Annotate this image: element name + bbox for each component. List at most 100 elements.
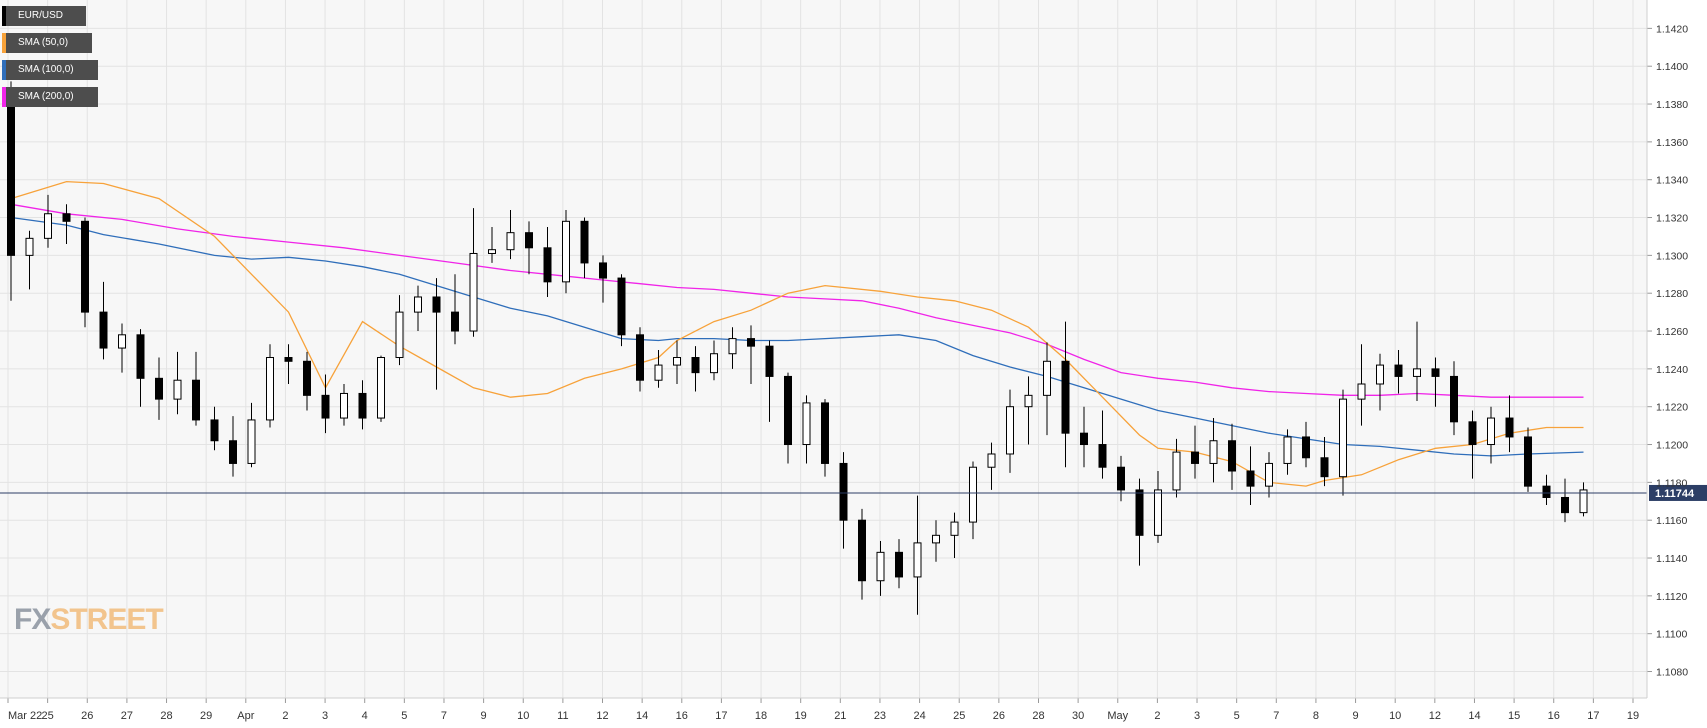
fxstreet-logo: FXSTREET (14, 603, 164, 637)
candle (1209, 418, 1218, 483)
x-tick-label: 26 (81, 710, 93, 722)
candle-body (599, 262, 607, 279)
candle (821, 399, 829, 477)
candle (876, 540, 885, 596)
candle (543, 226, 552, 297)
candle (802, 395, 811, 464)
candle-body (1191, 451, 1199, 464)
candle (1579, 482, 1588, 517)
candle (118, 323, 126, 373)
candle (1191, 425, 1199, 479)
candle-body (1487, 417, 1495, 446)
candle (1413, 321, 1421, 402)
candle-body (7, 103, 15, 256)
y-tick-label: 1.1360 (1656, 137, 1688, 149)
x-tick-label: 16 (676, 710, 688, 722)
candle (358, 380, 367, 430)
candle-body (210, 419, 219, 442)
candle-body (1357, 383, 1366, 400)
candle (1098, 410, 1107, 479)
candle (1376, 353, 1384, 411)
x-tick-label: 25 (42, 710, 54, 722)
candle-body (765, 345, 774, 377)
candle-body (488, 249, 496, 254)
current-price-tag (1649, 484, 1707, 501)
candle (284, 344, 293, 384)
x-tick-label: 29 (200, 710, 212, 722)
candle-body (229, 440, 237, 464)
x-tick-label: 3 (1194, 710, 1200, 722)
candle (1061, 321, 1070, 468)
candle-body (469, 252, 478, 332)
candle (266, 344, 274, 428)
current-price-label: 1.11744 (1655, 488, 1695, 500)
sma50-line (10, 180, 1584, 487)
y-tick-label: 1.1120 (1656, 591, 1687, 603)
candle-body (1524, 436, 1532, 487)
candle-body (99, 311, 108, 349)
candle-body (1450, 375, 1458, 423)
y-tick-label: 1.1380 (1656, 99, 1688, 111)
candle (1542, 474, 1551, 506)
xaxis-background (0, 698, 1647, 728)
candle-body (81, 220, 89, 313)
sma100-line (10, 216, 1584, 457)
candle (1228, 423, 1236, 490)
x-tick-label: 23 (874, 710, 886, 722)
y-tick-label: 1.1140 (1656, 553, 1687, 565)
x-tick-label: 14 (1468, 710, 1480, 722)
candle (580, 217, 589, 279)
candle-body (950, 521, 959, 536)
candle-body (303, 360, 311, 396)
y-tick-label: 1.1280 (1656, 288, 1688, 300)
candle (210, 406, 219, 451)
candle (1246, 446, 1255, 506)
candle-body (1376, 364, 1384, 385)
y-tick-label: 1.1300 (1656, 250, 1688, 262)
candle (617, 274, 626, 347)
candle-body (377, 357, 385, 419)
candle-body (1320, 457, 1329, 478)
current-price-layer: 1.11744 (0, 484, 1707, 501)
candle (321, 374, 330, 434)
x-tick-label: 12 (596, 710, 608, 722)
candle-body (728, 338, 737, 355)
x-tick-label: May (1107, 710, 1128, 722)
x-tick-label: 17 (715, 710, 727, 722)
y-tick-label: 1.1220 (1656, 402, 1688, 414)
x-tick-label: 9 (1352, 710, 1358, 722)
x-tick-label: 16 (1548, 710, 1560, 722)
candle-body (62, 213, 71, 222)
x-axis: Mar 22 25 26 27 28 29 Apr 2 3 4 5 7 9 10 11 12 14 16 17 18 1… (7, 698, 1639, 722)
candle-body (691, 357, 700, 374)
sma-layer (10, 180, 1584, 487)
plot-background (0, 0, 1647, 698)
x-tick-label: 30 (1072, 710, 1084, 722)
x-tick-label: 19 (795, 710, 807, 722)
candle-body (1561, 496, 1569, 514)
x-tick-label: 19 (1627, 710, 1639, 722)
candle-body (1265, 462, 1273, 487)
x-tick-label: 18 (755, 710, 767, 722)
candle (1468, 410, 1477, 479)
legend-sma100: SMA (100,0) (2, 60, 98, 80)
candle-body (1468, 421, 1477, 446)
y-tick-label: 1.1240 (1656, 364, 1688, 376)
candle (765, 340, 774, 422)
candle-body (1413, 368, 1421, 377)
candle (1117, 455, 1125, 502)
candle (1006, 389, 1014, 473)
candle-body (876, 551, 885, 582)
candle (1339, 389, 1347, 496)
x-tick-label: 28 (1032, 710, 1044, 722)
logo-part-fx: FX (14, 603, 51, 636)
candle (192, 351, 200, 426)
candle-body (580, 220, 589, 264)
candle-body (1542, 485, 1551, 498)
candle (950, 512, 959, 559)
candle (1487, 406, 1495, 464)
candle-body (506, 232, 515, 251)
candle-body (913, 542, 922, 578)
x-tick-label: 10 (1389, 710, 1401, 722)
y-tick-label: 1.1200 (1656, 440, 1688, 452)
